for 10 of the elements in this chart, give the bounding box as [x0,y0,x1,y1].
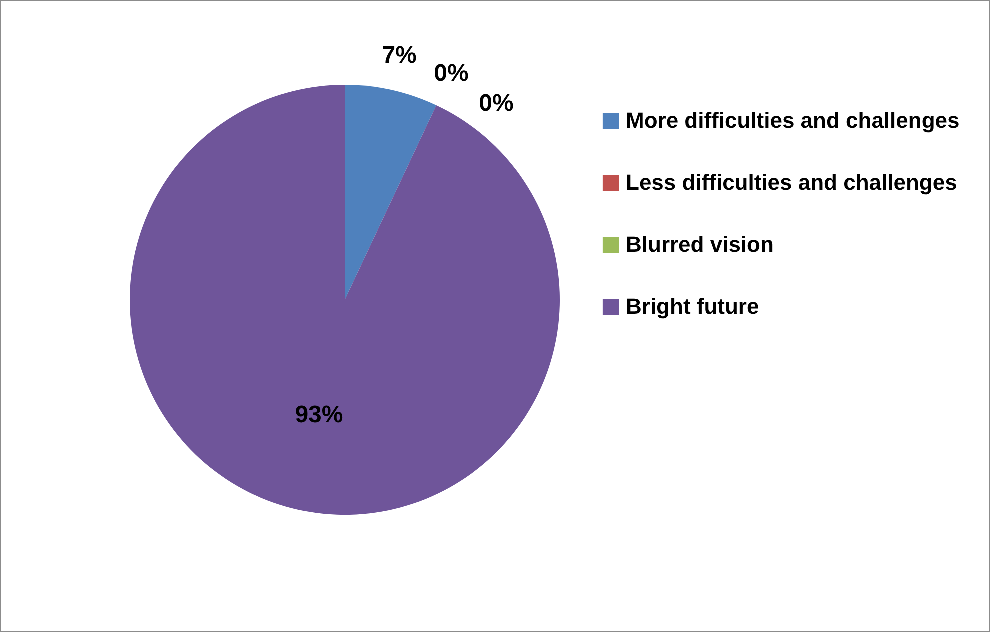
legend-label: Less difficulties and challenges [626,170,958,195]
legend-label: More difficulties and challenges [626,108,960,133]
data-label: 7% [382,42,417,70]
text: 0% [479,90,514,117]
pie-slice [345,85,437,300]
legend-label: Bright future [626,294,760,319]
text: 0% [434,60,469,87]
data-label: 93% [295,401,344,428]
legend-label: Blurred vision [626,232,774,257]
pie-slice [130,85,560,515]
